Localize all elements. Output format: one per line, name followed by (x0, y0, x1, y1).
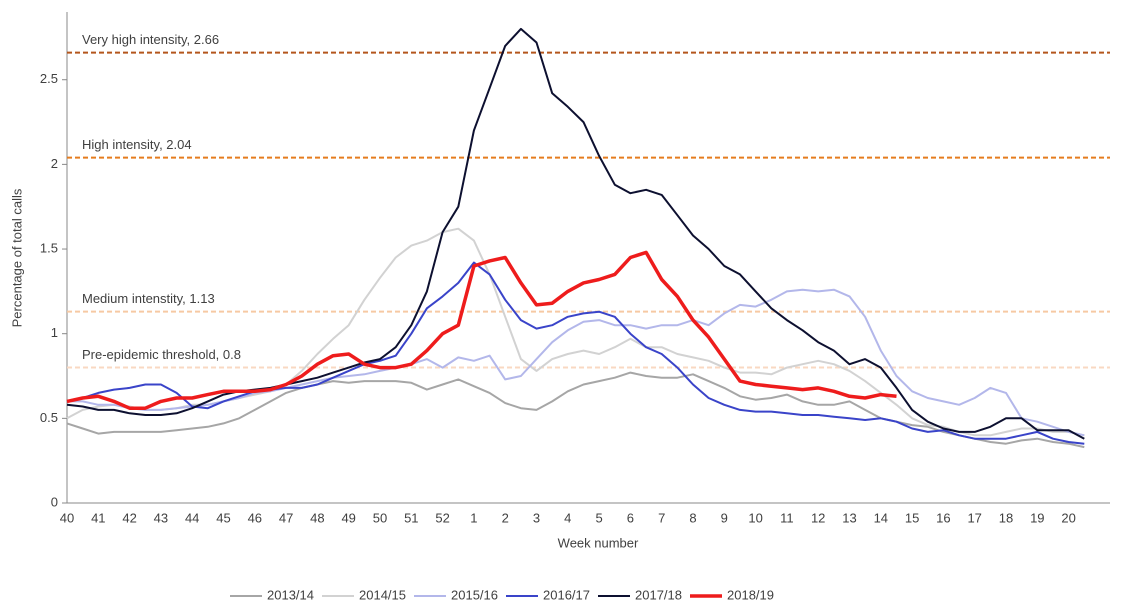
threshold-label: High intensity, 2.04 (82, 137, 192, 152)
x-tick-label: 16 (936, 510, 950, 525)
series-line (66, 371, 1085, 449)
x-tick-label: 10 (748, 510, 762, 525)
x-tick-label: 50 (373, 510, 387, 525)
x-tick-label: 42 (122, 510, 136, 525)
legend-label: 2017/18 (635, 587, 682, 602)
x-tick-label: 3 (533, 510, 540, 525)
x-axis-title: Week number (558, 535, 639, 550)
x-tick-label: 17 (967, 510, 981, 525)
x-tick-label: 43 (154, 510, 168, 525)
y-tick-label: 2 (51, 156, 58, 171)
series-line (66, 250, 897, 410)
x-tick-label: 52 (435, 510, 449, 525)
threshold-label: Medium intenstity, 1.13 (82, 291, 215, 306)
x-tick-label: 5 (595, 510, 602, 525)
x-tick-label: 13 (842, 510, 856, 525)
threshold-label: Pre-epidemic threshold, 0.8 (82, 347, 241, 362)
legend-label: 2018/19 (727, 587, 774, 602)
y-tick-label: 1.5 (40, 240, 58, 255)
x-tick-label: 46 (248, 510, 262, 525)
x-tick-label: 19 (1030, 510, 1044, 525)
x-tick-label: 49 (341, 510, 355, 525)
x-tick-label: 8 (689, 510, 696, 525)
x-tick-label: 1 (470, 510, 477, 525)
series-line (66, 27, 1085, 440)
y-tick-label: 2.5 (40, 71, 58, 86)
x-tick-label: 7 (658, 510, 665, 525)
x-tick-label: 18 (999, 510, 1013, 525)
x-tick-label: 6 (627, 510, 634, 525)
x-tick-label: 11 (780, 510, 794, 525)
x-tick-label: 2 (502, 510, 509, 525)
legend-label: 2013/14 (267, 587, 314, 602)
y-axis-title: Percentage of total calls (9, 188, 24, 327)
series-line (67, 288, 1085, 437)
legend-label: 2015/16 (451, 587, 498, 602)
x-tick-label: 9 (721, 510, 728, 525)
series-line (66, 227, 1085, 437)
y-tick-label: 0.5 (40, 410, 58, 425)
x-tick-label: 51 (404, 510, 418, 525)
x-tick-label: 48 (310, 510, 324, 525)
x-tick-label: 44 (185, 510, 199, 525)
y-tick-label: 1 (51, 325, 58, 340)
x-tick-label: 47 (279, 510, 293, 525)
y-tick-label: 0 (51, 494, 58, 509)
x-tick-label: 40 (60, 510, 74, 525)
x-tick-label: 12 (811, 510, 825, 525)
x-tick-label: 20 (1061, 510, 1075, 525)
x-tick-label: 15 (905, 510, 919, 525)
x-tick-label: 41 (91, 510, 105, 525)
x-tick-label: 14 (874, 510, 888, 525)
x-tick-label: 45 (216, 510, 230, 525)
legend-label: 2016/17 (543, 587, 590, 602)
legend-label: 2014/15 (359, 587, 406, 602)
threshold-label: Very high intensity, 2.66 (82, 32, 219, 47)
series-line (66, 261, 1085, 445)
x-tick-label: 4 (564, 510, 571, 525)
